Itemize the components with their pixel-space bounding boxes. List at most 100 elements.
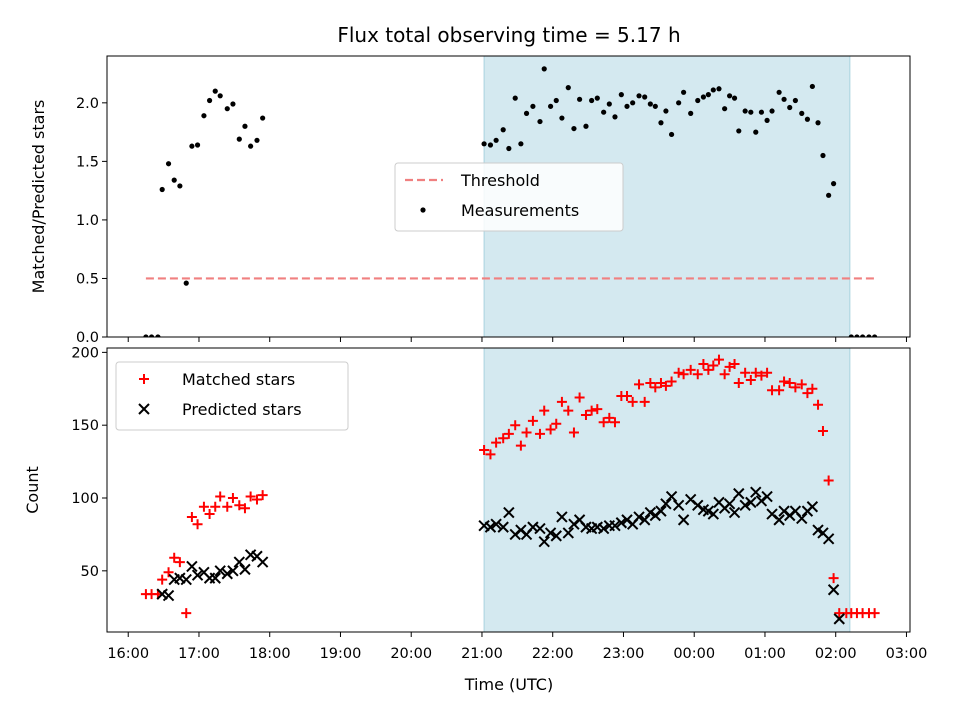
x-tick-label: 20:00 [390,646,432,662]
data-point [630,100,636,106]
data-point [796,512,808,525]
data-point [574,392,585,403]
data-point [583,123,589,129]
data-point [745,375,756,386]
x-tick-label: 17:00 [178,646,220,662]
data-point [872,334,878,337]
x-tick-label: 21:00 [461,646,503,662]
legend-plus-marker [139,374,149,384]
data-point [214,565,226,577]
data-point [817,426,828,437]
data-point [598,417,609,428]
data-point [186,511,197,522]
data-point [762,367,773,378]
data-point [698,359,709,370]
data-point [233,556,246,568]
data-point [254,137,260,143]
data-point [545,424,556,435]
data-point [612,114,618,120]
data-point [728,506,741,519]
data-point [736,128,742,134]
data-point [773,514,785,526]
observing-window-span [483,347,851,633]
data-point [787,104,793,111]
data-point [784,377,795,388]
data-point [186,560,198,573]
data-point [487,142,494,148]
data-point [547,103,554,109]
data-point [251,494,262,505]
legend-box [115,361,349,431]
data-point [750,486,762,498]
data-point [609,417,620,428]
data-point [541,66,547,72]
data-point [577,96,583,102]
data-point [796,379,807,390]
data-point [239,503,250,514]
x-tick-label: 19:00 [320,646,362,662]
data-point [539,405,550,416]
x-axis-label: Time (UTC) [464,675,553,694]
data-point [589,97,595,104]
data-point [716,86,722,92]
data-point [245,491,256,502]
data-point [638,514,651,526]
data-point [647,101,653,107]
data-point [622,391,633,402]
data-point [677,514,690,526]
data-point [848,334,854,337]
data-point [597,522,610,535]
data-point [544,527,557,539]
data-point [722,106,728,112]
data-point [854,334,860,337]
data-point [594,95,600,101]
x-tick-label: 00:00 [673,646,715,662]
ratio-panel: 0.0 0.5 1.0 1.5 2.0 Matched/Predicted stars Th… [29,55,911,346]
data-point [624,103,630,109]
data-point [571,125,577,132]
chart-title: Flux total observing time = 5.17 h [337,23,680,47]
data-point [515,440,526,451]
legend-box [394,162,624,232]
data-point [700,94,707,100]
data-point [174,557,185,568]
data-point [242,123,248,129]
data-point [177,183,183,189]
y-tick-label: 1.5 [76,154,99,170]
data-point [739,499,751,511]
axes-frame [106,55,911,338]
data-point [833,613,845,625]
y-tick-label: 100 [71,491,99,507]
data-point [642,94,648,100]
x-tick-label: 22:00 [532,646,574,662]
data-point [859,334,866,337]
data-point [807,383,818,394]
data-point [601,109,607,115]
data-point [490,518,502,530]
x-tick-label: 03:00 [886,646,928,662]
data-point [666,376,677,387]
y-tick-label: 50 [81,564,99,580]
data-point [206,97,213,104]
data-point [655,505,667,517]
data-point [799,110,805,116]
y-tick-label: 1.0 [76,213,99,229]
data-point [181,608,192,619]
data-point [201,113,207,119]
data-point [521,427,532,438]
data-point [500,127,506,133]
data-point [745,496,757,509]
count-panel: 50 100 150 200 16:00 17:00 18:00 19:00 20:00 21:0… [23,345,927,662]
y-tick-label: 0.5 [76,271,99,287]
data-point [227,565,239,577]
data-point [563,405,574,416]
data-point [828,573,839,584]
data-point [586,405,597,416]
data-point [790,382,801,393]
data-point [580,409,591,420]
data-point [518,141,524,147]
data-point [192,519,203,530]
data-point [565,85,571,91]
data-point [764,117,770,123]
